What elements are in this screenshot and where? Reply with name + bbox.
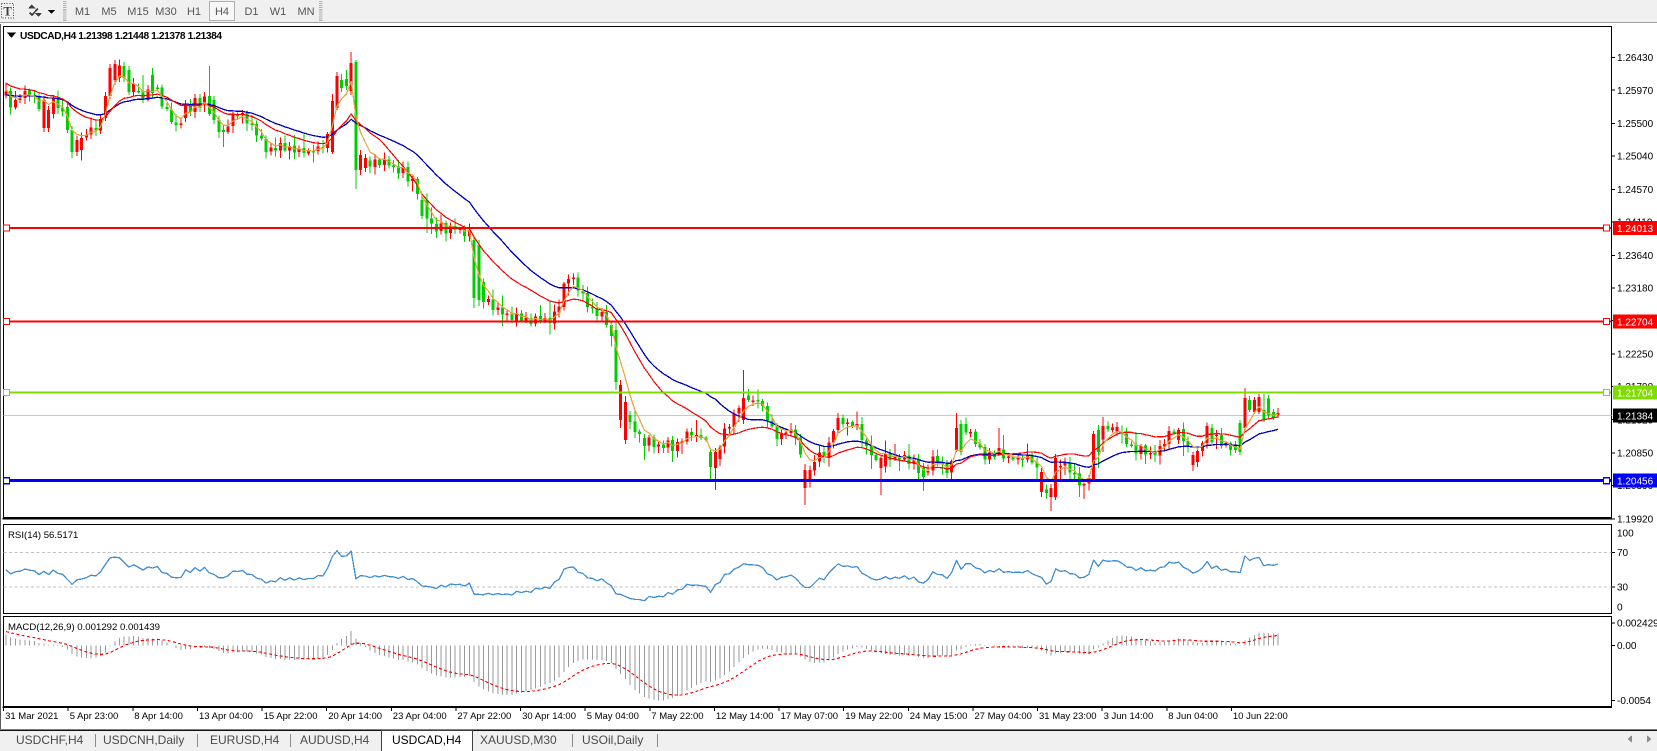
svg-text:31 Mar 2021: 31 Mar 2021 bbox=[5, 711, 58, 722]
svg-text:MN: MN bbox=[297, 6, 314, 18]
svg-text:RSI(14) 56.5171: RSI(14) 56.5171 bbox=[8, 530, 78, 541]
svg-text:0.002429: 0.002429 bbox=[1617, 619, 1657, 630]
svg-text:H1: H1 bbox=[187, 6, 201, 18]
svg-text:AUDUSD,H4: AUDUSD,H4 bbox=[300, 733, 370, 747]
svg-text:19 May 22:00: 19 May 22:00 bbox=[845, 711, 903, 722]
svg-text:10 Jun 22:00: 10 Jun 22:00 bbox=[1233, 711, 1288, 722]
svg-text:EURUSD,H4: EURUSD,H4 bbox=[210, 733, 280, 747]
svg-text:12 May 14:00: 12 May 14:00 bbox=[716, 711, 774, 722]
svg-text:USDCHF,H4: USDCHF,H4 bbox=[16, 733, 84, 747]
svg-text:M1: M1 bbox=[75, 6, 90, 18]
svg-text:1.25040: 1.25040 bbox=[1617, 152, 1654, 163]
svg-text:W1: W1 bbox=[270, 6, 287, 18]
svg-text:1.21704: 1.21704 bbox=[1617, 388, 1654, 399]
svg-text:MACD(12,26,9) 0.001292 0.00143: MACD(12,26,9) 0.001292 0.001439 bbox=[8, 622, 160, 633]
svg-text:M5: M5 bbox=[101, 6, 116, 18]
svg-text:7 May 22:00: 7 May 22:00 bbox=[651, 711, 703, 722]
svg-text:30: 30 bbox=[1617, 583, 1629, 594]
svg-text:M30: M30 bbox=[155, 6, 176, 18]
svg-text:1.21384: 1.21384 bbox=[1617, 411, 1654, 422]
svg-text:1.26430: 1.26430 bbox=[1617, 53, 1654, 64]
svg-text:20 Apr 14:00: 20 Apr 14:00 bbox=[328, 711, 382, 722]
svg-text:D1: D1 bbox=[244, 6, 258, 18]
svg-text:0.00: 0.00 bbox=[1617, 641, 1637, 652]
svg-text:1.24013: 1.24013 bbox=[1617, 224, 1654, 235]
svg-text:5 Apr 23:00: 5 Apr 23:00 bbox=[70, 711, 119, 722]
svg-text:1.23180: 1.23180 bbox=[1617, 284, 1654, 295]
svg-text:30 Apr 14:00: 30 Apr 14:00 bbox=[522, 711, 576, 722]
svg-text:1.20456: 1.20456 bbox=[1617, 477, 1654, 488]
svg-text:USDCAD,H4 1.21398 1.21448 1.2: USDCAD,H4 1.21398 1.21448 1.21378 1.2138… bbox=[20, 31, 222, 42]
svg-text:0: 0 bbox=[1617, 603, 1623, 614]
svg-text:H4: H4 bbox=[215, 6, 229, 18]
svg-text:1.20850: 1.20850 bbox=[1617, 449, 1654, 460]
svg-text:M15: M15 bbox=[127, 6, 148, 18]
svg-text:1.22704: 1.22704 bbox=[1617, 317, 1654, 328]
svg-text:USDCAD,H4: USDCAD,H4 bbox=[392, 733, 462, 747]
svg-text:100: 100 bbox=[1617, 529, 1634, 540]
svg-text:T: T bbox=[3, 5, 12, 19]
svg-text:24 May 15:00: 24 May 15:00 bbox=[910, 711, 968, 722]
svg-text:-0.0054: -0.0054 bbox=[1617, 696, 1651, 707]
svg-text:USDCNH,Daily: USDCNH,Daily bbox=[103, 733, 184, 747]
svg-text:1.19920: 1.19920 bbox=[1617, 515, 1654, 526]
svg-text:23 Apr 04:00: 23 Apr 04:00 bbox=[393, 711, 447, 722]
svg-text:1.23640: 1.23640 bbox=[1617, 251, 1654, 262]
svg-text:1.24570: 1.24570 bbox=[1617, 185, 1654, 196]
svg-text:31 May 23:00: 31 May 23:00 bbox=[1039, 711, 1097, 722]
svg-text:13 Apr 04:00: 13 Apr 04:00 bbox=[199, 711, 253, 722]
svg-text:70: 70 bbox=[1617, 548, 1629, 559]
svg-text:27 May 04:00: 27 May 04:00 bbox=[974, 711, 1032, 722]
svg-text:27 Apr 22:00: 27 Apr 22:00 bbox=[457, 711, 511, 722]
svg-text:1.25500: 1.25500 bbox=[1617, 119, 1654, 130]
svg-text:15 Apr 22:00: 15 Apr 22:00 bbox=[264, 711, 318, 722]
svg-text:17 May 07:00: 17 May 07:00 bbox=[781, 711, 839, 722]
svg-text:1.25970: 1.25970 bbox=[1617, 86, 1654, 97]
svg-text:3 Jun 14:00: 3 Jun 14:00 bbox=[1104, 711, 1154, 722]
svg-text:1.22250: 1.22250 bbox=[1617, 349, 1654, 360]
svg-text:8 Apr 14:00: 8 Apr 14:00 bbox=[134, 711, 183, 722]
svg-text:8 Jun 04:00: 8 Jun 04:00 bbox=[1168, 711, 1218, 722]
svg-text:5 May 04:00: 5 May 04:00 bbox=[587, 711, 639, 722]
svg-text:USOil,Daily: USOil,Daily bbox=[582, 733, 643, 747]
svg-text:XAUUSD,M30: XAUUSD,M30 bbox=[480, 733, 557, 747]
